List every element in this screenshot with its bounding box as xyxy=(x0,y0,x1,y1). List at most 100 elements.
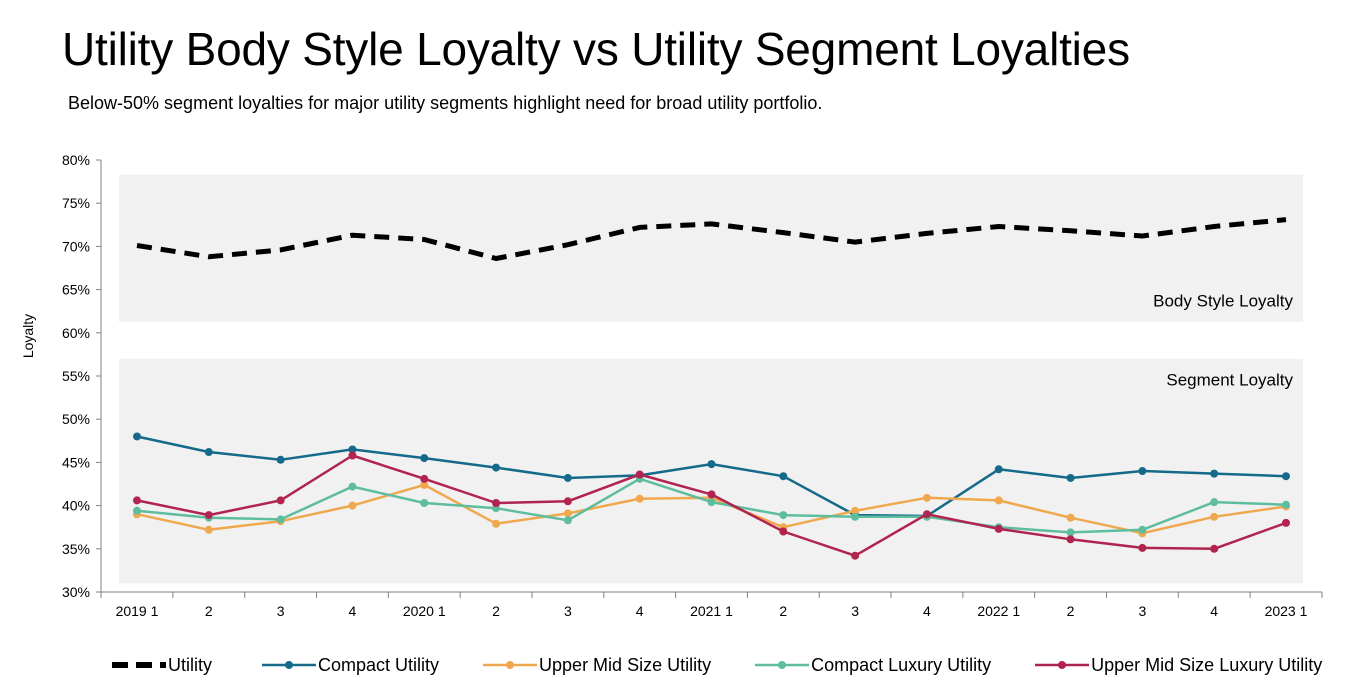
y-tick-label: 40% xyxy=(62,498,90,514)
data-point xyxy=(563,516,572,525)
x-tick-label: 2020 1 xyxy=(403,603,446,619)
legend-label: Compact Utility xyxy=(318,654,440,675)
data-point xyxy=(707,460,716,469)
data-point xyxy=(994,465,1003,474)
data-point xyxy=(779,472,788,481)
data-point xyxy=(1210,469,1219,478)
x-tick-label: 2 xyxy=(205,603,213,619)
data-point xyxy=(133,506,141,515)
x-tick-label: 2019 1 xyxy=(116,603,159,619)
y-tick-label: 55% xyxy=(62,368,90,384)
data-point xyxy=(204,525,213,534)
data-point xyxy=(204,448,213,457)
legend-item: Compact Luxury Utility xyxy=(753,655,991,676)
legend-swatch xyxy=(483,661,538,669)
data-point xyxy=(1138,543,1147,552)
y-tick-label: 65% xyxy=(62,282,90,298)
data-point xyxy=(563,497,572,506)
data-point xyxy=(851,506,860,515)
data-point xyxy=(348,445,357,454)
legend-swatch xyxy=(755,661,810,669)
data-point xyxy=(1282,500,1290,509)
x-tick-label: 3 xyxy=(277,603,285,619)
legend-swatch-marker xyxy=(778,661,787,669)
legend-swatch xyxy=(262,661,316,669)
y-tick-label: 45% xyxy=(62,454,90,470)
x-tick-label: 2022 1 xyxy=(977,603,1020,619)
legend-label: Utility xyxy=(168,654,212,675)
series-line-utility xyxy=(136,217,1287,261)
chart-subtitle: Below-50% segment loyalties for major ut… xyxy=(68,93,823,113)
data-point xyxy=(276,515,285,524)
data-point xyxy=(779,511,788,520)
x-tick-label: 3 xyxy=(851,603,859,619)
x-tick-label: 2021 1 xyxy=(690,603,733,619)
x-tick-label: 4 xyxy=(1210,603,1218,619)
data-point xyxy=(994,496,1003,505)
data-point xyxy=(1066,528,1075,537)
axes-layer: 30% 35% 40% 45% 50% 55% 60% 65% 70% 75% 80% Loyalty… xyxy=(20,152,1323,619)
data-point xyxy=(922,510,931,519)
x-tick-label: 2023 1 xyxy=(1265,603,1308,619)
legend-swatch-marker xyxy=(1058,661,1067,669)
data-point xyxy=(276,455,285,464)
data-point xyxy=(1066,473,1075,482)
data-point xyxy=(1138,467,1147,476)
y-tick-label: 75% xyxy=(62,195,90,211)
data-point xyxy=(492,463,501,472)
series-layer xyxy=(133,217,1290,560)
x-tick-label: 3 xyxy=(564,603,572,619)
labels-layer: Body Style Loyalty Segment Loyalty xyxy=(1153,292,1293,390)
x-tick-label: 2 xyxy=(492,603,500,619)
x-tick-label: 2 xyxy=(779,603,787,619)
data-point xyxy=(348,451,357,460)
data-point xyxy=(922,493,931,502)
legend-item: Upper Mid Size Luxury Utility xyxy=(1033,655,1322,676)
data-point xyxy=(635,470,644,479)
data-point xyxy=(1138,525,1147,534)
chart-legend: Utility Compact Utility Upper Mid Size Uti… xyxy=(110,653,1322,677)
data-point xyxy=(1210,512,1219,521)
data-point xyxy=(707,498,716,507)
data-point xyxy=(707,490,716,499)
line-chart: 30% 35% 40% 45% 50% 55% 60% 65% 70% 75% 80% Loyalty… xyxy=(20,152,1323,619)
legend-swatch-marker xyxy=(506,661,515,669)
x-tick-label: 2 xyxy=(1067,603,1075,619)
data-point xyxy=(563,509,572,518)
x-tick-label: 4 xyxy=(923,603,931,619)
data-point xyxy=(1282,518,1290,527)
panel-label: Segment Loyalty xyxy=(1166,371,1293,390)
legend-swatch xyxy=(1035,661,1090,669)
legend-label: Upper Mid Size Luxury Utility xyxy=(1091,654,1323,675)
y-axis-title: Loyalty xyxy=(20,314,36,358)
y-tick-label: 35% xyxy=(62,541,90,557)
y-tick-label: 60% xyxy=(62,325,90,341)
x-tick-label: 4 xyxy=(636,603,644,619)
y-tick-label: 30% xyxy=(62,584,90,600)
y-tick-label: 70% xyxy=(62,238,90,254)
data-point xyxy=(492,499,501,508)
chart-title: Utility Body Style Loyalty vs Utility Se… xyxy=(62,23,1130,75)
data-point xyxy=(420,454,429,463)
panel-background-1 xyxy=(119,174,1303,322)
data-point xyxy=(420,480,429,489)
data-point xyxy=(563,473,572,482)
data-point xyxy=(1210,544,1219,553)
panels-layer xyxy=(119,174,1303,584)
legend-item: Utility xyxy=(110,655,212,676)
legend-item: Upper Mid Size Utility xyxy=(481,655,711,676)
data-point xyxy=(492,519,501,528)
data-point xyxy=(1210,498,1219,507)
data-point xyxy=(779,527,788,536)
data-point xyxy=(994,524,1003,533)
data-point xyxy=(133,432,141,441)
panel-background-2 xyxy=(119,358,1303,584)
data-point xyxy=(851,512,860,521)
panel-label: Body Style Loyalty xyxy=(1153,292,1293,311)
data-point xyxy=(420,499,429,508)
data-point xyxy=(420,474,429,483)
y-tick-label: 80% xyxy=(62,152,90,168)
data-point xyxy=(1282,472,1290,481)
legend-label: Upper Mid Size Utility xyxy=(539,654,712,675)
x-tick-label: 3 xyxy=(1138,603,1146,619)
